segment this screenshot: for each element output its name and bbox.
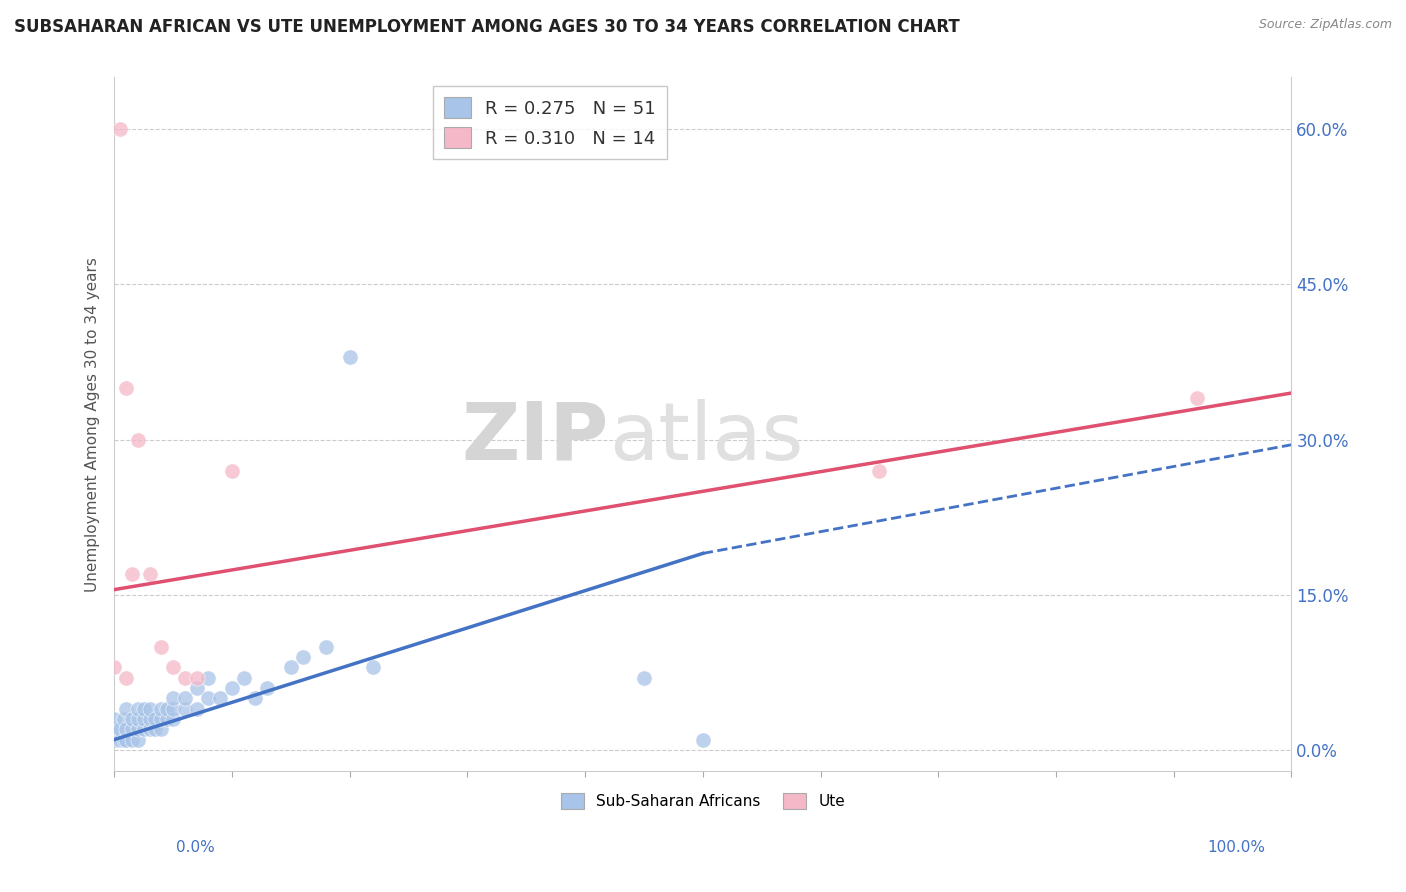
Point bbox=[150, 712, 173, 726]
Point bbox=[103, 712, 125, 726]
Point bbox=[112, 712, 135, 726]
Point bbox=[127, 701, 149, 715]
Text: SUBSAHARAN AFRICAN VS UTE UNEMPLOYMENT AMONG AGES 30 TO 34 YEARS CORRELATION CHA: SUBSAHARAN AFRICAN VS UTE UNEMPLOYMENT A… bbox=[14, 18, 960, 36]
Point bbox=[121, 712, 143, 726]
Point bbox=[280, 660, 302, 674]
Point bbox=[138, 701, 160, 715]
Point bbox=[221, 681, 243, 695]
Point bbox=[150, 640, 173, 654]
Point bbox=[103, 723, 125, 737]
Point bbox=[150, 701, 173, 715]
Point bbox=[121, 732, 143, 747]
Point bbox=[115, 701, 138, 715]
Text: atlas: atlas bbox=[609, 399, 803, 477]
Point bbox=[197, 691, 219, 706]
Text: 0.0%: 0.0% bbox=[176, 840, 215, 855]
Point bbox=[132, 701, 155, 715]
Point bbox=[112, 732, 135, 747]
Point bbox=[291, 649, 314, 664]
Point bbox=[232, 671, 254, 685]
Point bbox=[186, 701, 208, 715]
Point bbox=[162, 691, 184, 706]
Point bbox=[868, 464, 890, 478]
Point bbox=[115, 732, 138, 747]
Point bbox=[162, 712, 184, 726]
Point bbox=[145, 712, 167, 726]
Point bbox=[173, 691, 195, 706]
Text: 100.0%: 100.0% bbox=[1208, 840, 1265, 855]
Point bbox=[138, 712, 160, 726]
Point bbox=[145, 723, 167, 737]
Point bbox=[186, 671, 208, 685]
Point bbox=[221, 464, 243, 478]
Text: ZIP: ZIP bbox=[461, 399, 609, 477]
Point bbox=[127, 712, 149, 726]
Point bbox=[115, 723, 138, 737]
Point bbox=[132, 712, 155, 726]
Legend: Sub-Saharan Africans, Ute: Sub-Saharan Africans, Ute bbox=[554, 787, 851, 815]
Point bbox=[633, 671, 655, 685]
Point bbox=[127, 723, 149, 737]
Y-axis label: Unemployment Among Ages 30 to 34 years: Unemployment Among Ages 30 to 34 years bbox=[86, 257, 100, 591]
Point bbox=[127, 433, 149, 447]
Point bbox=[115, 671, 138, 685]
Point bbox=[339, 350, 361, 364]
Point bbox=[150, 723, 173, 737]
Point bbox=[156, 712, 179, 726]
Point bbox=[315, 640, 337, 654]
Point bbox=[156, 701, 179, 715]
Point bbox=[108, 723, 131, 737]
Point bbox=[108, 732, 131, 747]
Point bbox=[256, 681, 278, 695]
Point bbox=[121, 723, 143, 737]
Point bbox=[121, 567, 143, 582]
Point bbox=[692, 732, 714, 747]
Point bbox=[245, 691, 267, 706]
Point bbox=[1187, 391, 1209, 405]
Point bbox=[115, 381, 138, 395]
Point bbox=[108, 122, 131, 136]
Point bbox=[127, 732, 149, 747]
Point bbox=[132, 723, 155, 737]
Point bbox=[162, 660, 184, 674]
Point bbox=[197, 671, 219, 685]
Point bbox=[186, 681, 208, 695]
Point bbox=[138, 723, 160, 737]
Point bbox=[173, 671, 195, 685]
Point bbox=[138, 567, 160, 582]
Point bbox=[103, 660, 125, 674]
Point bbox=[209, 691, 232, 706]
Point bbox=[173, 701, 195, 715]
Point bbox=[162, 701, 184, 715]
Point bbox=[103, 732, 125, 747]
Text: Source: ZipAtlas.com: Source: ZipAtlas.com bbox=[1258, 18, 1392, 31]
Point bbox=[361, 660, 384, 674]
